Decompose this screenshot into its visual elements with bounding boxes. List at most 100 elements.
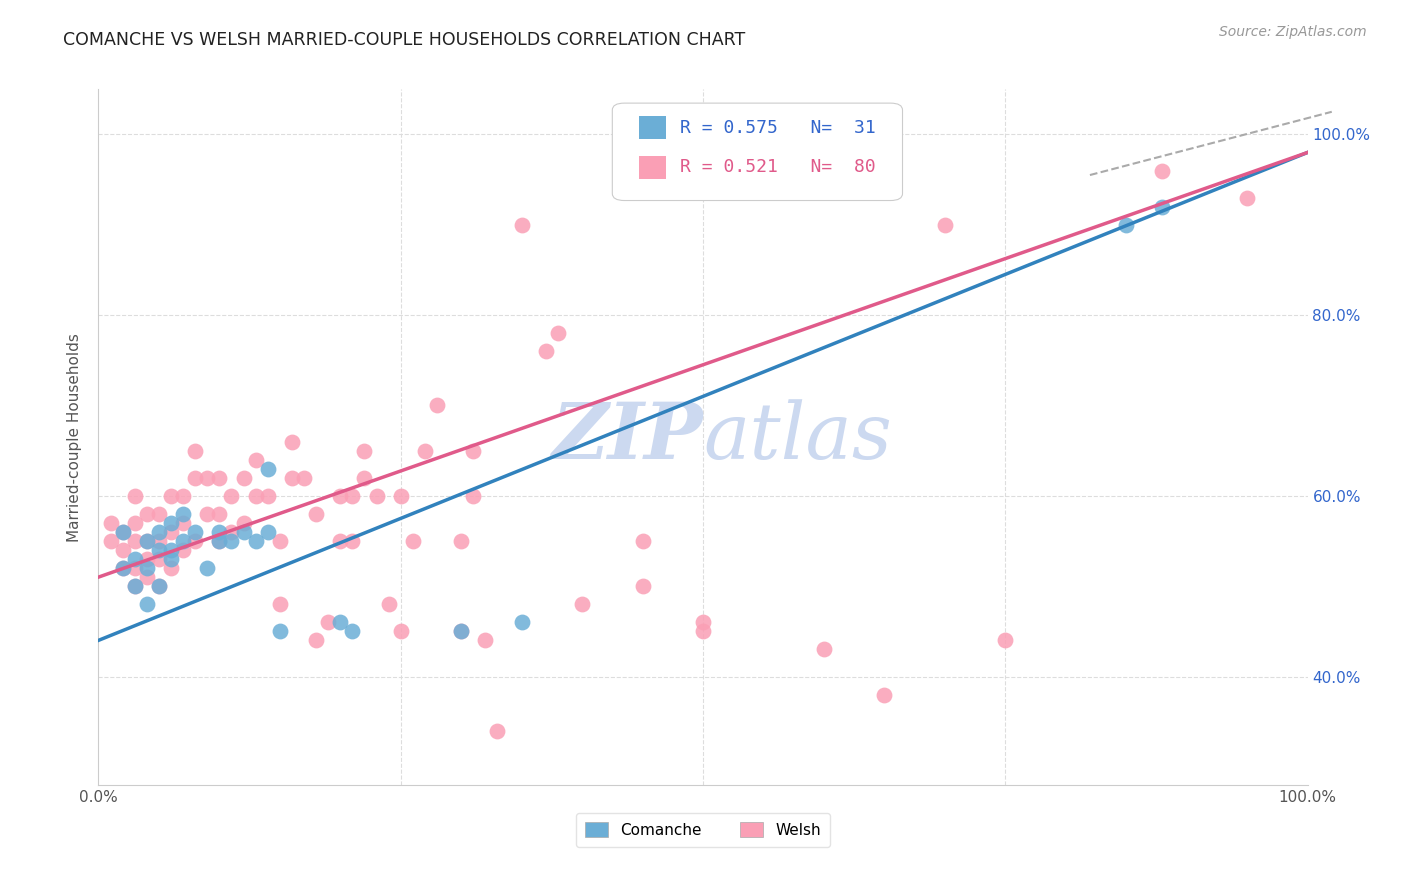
Point bbox=[135, 533, 157, 548]
Point bbox=[184, 524, 207, 539]
Point bbox=[172, 489, 194, 503]
Point bbox=[135, 597, 157, 611]
Point bbox=[221, 533, 243, 548]
Point bbox=[111, 561, 134, 575]
Point bbox=[329, 615, 352, 630]
Point bbox=[160, 489, 183, 503]
Point bbox=[232, 471, 254, 485]
Point bbox=[269, 597, 291, 611]
Point bbox=[413, 443, 436, 458]
Point bbox=[450, 624, 472, 639]
Point bbox=[571, 597, 593, 611]
Point bbox=[148, 579, 170, 593]
Point bbox=[135, 570, 157, 584]
Point bbox=[172, 507, 194, 521]
Point bbox=[111, 524, 134, 539]
Point bbox=[221, 524, 243, 539]
Text: ZIP: ZIP bbox=[551, 399, 703, 475]
Point bbox=[547, 326, 569, 341]
Point bbox=[631, 533, 654, 548]
Point bbox=[184, 443, 207, 458]
Point bbox=[389, 624, 412, 639]
Point bbox=[450, 533, 472, 548]
Point bbox=[111, 561, 134, 575]
Point bbox=[148, 524, 170, 539]
Point bbox=[873, 688, 896, 702]
Point bbox=[692, 624, 714, 639]
Bar bbox=[638, 116, 665, 139]
Point bbox=[111, 524, 134, 539]
Point bbox=[994, 633, 1017, 648]
Point bbox=[329, 533, 352, 548]
Point bbox=[160, 552, 183, 566]
Point bbox=[124, 579, 146, 593]
Point bbox=[256, 524, 278, 539]
Point bbox=[172, 543, 194, 558]
Point bbox=[245, 489, 267, 503]
Point bbox=[269, 533, 291, 548]
Point bbox=[124, 489, 146, 503]
Text: Source: ZipAtlas.com: Source: ZipAtlas.com bbox=[1219, 25, 1367, 39]
Point bbox=[934, 218, 956, 232]
Point bbox=[148, 552, 170, 566]
Point bbox=[232, 524, 254, 539]
Point bbox=[292, 471, 315, 485]
Text: R = 0.521   N=  80: R = 0.521 N= 80 bbox=[681, 158, 876, 176]
Point bbox=[160, 543, 183, 558]
Point bbox=[305, 507, 328, 521]
Point bbox=[148, 533, 170, 548]
Point bbox=[450, 624, 472, 639]
Point bbox=[245, 533, 267, 548]
Point bbox=[172, 516, 194, 530]
Point bbox=[100, 533, 122, 548]
Point bbox=[208, 471, 231, 485]
Point bbox=[195, 507, 218, 521]
Point bbox=[269, 624, 291, 639]
Point bbox=[232, 516, 254, 530]
Point bbox=[148, 507, 170, 521]
Point bbox=[510, 218, 533, 232]
Point bbox=[342, 489, 364, 503]
Point bbox=[172, 533, 194, 548]
Point bbox=[124, 552, 146, 566]
Point bbox=[353, 471, 375, 485]
Point bbox=[208, 533, 231, 548]
Point bbox=[486, 723, 509, 738]
Point bbox=[256, 461, 278, 475]
Point bbox=[135, 552, 157, 566]
Point bbox=[813, 642, 835, 657]
Point bbox=[100, 516, 122, 530]
Point bbox=[329, 489, 352, 503]
Text: atlas: atlas bbox=[703, 399, 891, 475]
Point bbox=[124, 579, 146, 593]
Point bbox=[463, 489, 485, 503]
Point bbox=[353, 443, 375, 458]
Point bbox=[148, 579, 170, 593]
Point bbox=[281, 471, 304, 485]
Point bbox=[402, 533, 425, 548]
FancyBboxPatch shape bbox=[613, 103, 903, 201]
Text: COMANCHE VS WELSH MARRIED-COUPLE HOUSEHOLDS CORRELATION CHART: COMANCHE VS WELSH MARRIED-COUPLE HOUSEHO… bbox=[63, 31, 745, 49]
Point bbox=[692, 615, 714, 630]
Point bbox=[124, 516, 146, 530]
Point bbox=[221, 489, 243, 503]
Point bbox=[377, 597, 399, 611]
Point bbox=[135, 533, 157, 548]
Point bbox=[389, 489, 412, 503]
Point bbox=[135, 507, 157, 521]
Point bbox=[463, 443, 485, 458]
Point bbox=[160, 561, 183, 575]
Point bbox=[124, 533, 146, 548]
Point bbox=[631, 579, 654, 593]
Point bbox=[366, 489, 388, 503]
Point bbox=[184, 471, 207, 485]
Point bbox=[195, 561, 218, 575]
Point bbox=[1115, 218, 1137, 232]
Point bbox=[135, 561, 157, 575]
Text: R = 0.575   N=  31: R = 0.575 N= 31 bbox=[681, 119, 876, 136]
Point bbox=[305, 633, 328, 648]
Point bbox=[195, 471, 218, 485]
Point bbox=[160, 524, 183, 539]
Point bbox=[245, 452, 267, 467]
Y-axis label: Married-couple Households: Married-couple Households bbox=[67, 333, 83, 541]
